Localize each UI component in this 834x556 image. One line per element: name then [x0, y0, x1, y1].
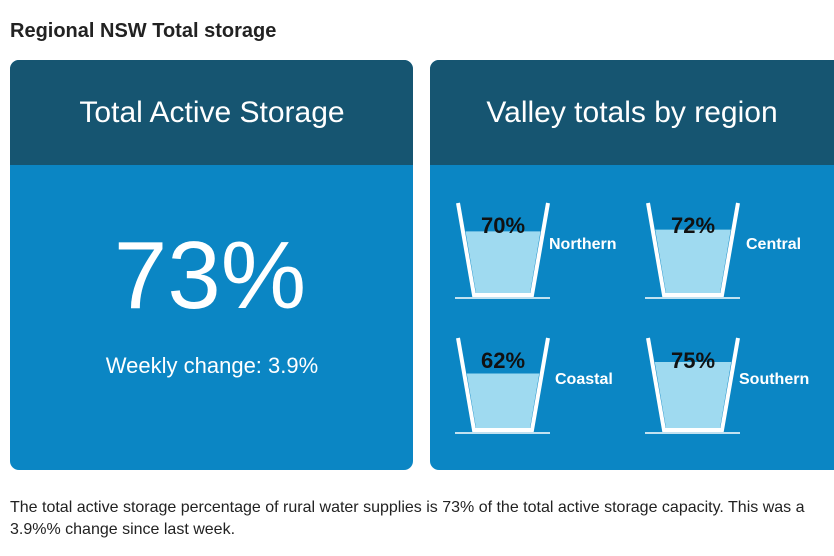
total-value: 73%	[114, 222, 306, 329]
valley-panel-header	[430, 60, 834, 165]
region-percent: 72%	[671, 213, 715, 238]
cup-outline	[646, 202, 740, 297]
cup-fill	[465, 231, 541, 293]
region-name: Central	[746, 236, 801, 253]
weekly-change: Weekly change: 3.9%	[106, 353, 318, 378]
cup-outline	[646, 337, 740, 432]
page-title: Regional NSW Total storage	[10, 20, 277, 42]
region-percent: 70%	[481, 213, 525, 238]
cup-outline	[456, 337, 550, 432]
region-percent: 75%	[671, 348, 715, 373]
valley-panel-title: Valley totals by region	[486, 96, 777, 129]
cup-outline	[456, 202, 550, 297]
region-name: Southern	[739, 371, 809, 388]
cup-fill	[466, 373, 540, 428]
region-name: Coastal	[555, 371, 613, 388]
region-percent: 62%	[481, 348, 525, 373]
region-name: Northern	[549, 236, 617, 253]
cups: 70% Northern 72% Central 62% Coastal 75% Southe…	[455, 202, 809, 434]
cup-fill	[654, 362, 732, 428]
footer-text: The total active storage percentage of r…	[10, 499, 805, 538]
cup-fill	[655, 229, 731, 293]
total-panel-header	[10, 60, 413, 165]
total-panel-title: Total Active Storage	[79, 96, 344, 129]
dashboard: Total Active Storage 73% Weekly change: …	[10, 60, 834, 470]
